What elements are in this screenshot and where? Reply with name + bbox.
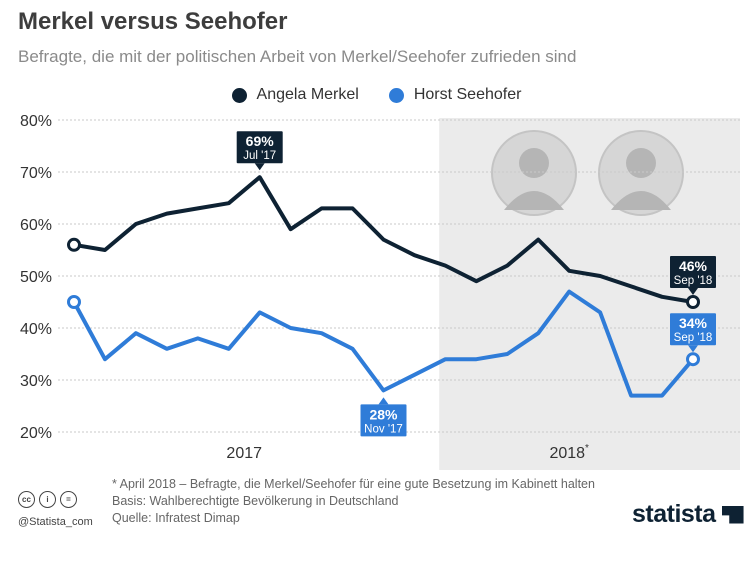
data-point <box>686 295 700 309</box>
portrait-body <box>504 191 564 210</box>
callout-box <box>670 256 716 288</box>
chart-title: Merkel versus Seehofer <box>18 8 288 35</box>
legend-dot-merkel-icon <box>231 87 247 103</box>
legend-label-seehofer: Horst Seehofer <box>413 86 522 103</box>
callout-date: Sep '18 <box>674 332 713 344</box>
cc-icon: cc <box>18 491 35 508</box>
statista-logo-text: statista <box>632 500 716 528</box>
callout-pointer <box>254 163 265 171</box>
callout-pointer <box>378 397 389 405</box>
y-tick-label: 50% <box>20 269 52 286</box>
statista-logo-mark-icon <box>721 505 744 524</box>
callout-sep18: 34%Sep '18 <box>670 313 716 353</box>
statista-logo[interactable]: statista <box>632 500 744 529</box>
callout-value: 46% <box>679 258 708 274</box>
seehofer-portrait-icon <box>598 130 684 216</box>
callout-box <box>236 131 283 164</box>
callout-box <box>670 313 716 346</box>
series-line-seehofer <box>72 289 695 398</box>
callout-value: 28% <box>369 406 398 422</box>
y-tick-label: 40% <box>20 321 52 338</box>
x-period-label: 2018* <box>549 443 589 462</box>
y-tick-label: 80% <box>20 113 52 130</box>
data-point <box>67 295 81 309</box>
statista-handle[interactable]: @Statista_com <box>18 516 93 528</box>
shaded-region-2018 <box>439 118 740 470</box>
callout-jul17: 69%Jul '17 <box>236 131 283 171</box>
data-point <box>686 352 700 367</box>
portrait-head <box>519 148 549 178</box>
x-period-label: 2017 <box>226 445 262 462</box>
portrait-body <box>611 191 671 210</box>
license-icons: cc i = <box>18 491 77 508</box>
y-tick-label: 30% <box>20 373 52 390</box>
line-chart: 80% 70% 60% 50% 40% 30% 20% 2017 2018* 69%Jul '17… <box>20 113 740 470</box>
nd-icon: = <box>60 491 77 508</box>
legend-item-merkel: Angela Merkel <box>231 86 359 104</box>
y-tick-label: 70% <box>20 165 52 182</box>
chart-subtitle: Befragte, die mit der politischen Arbeit… <box>18 47 577 66</box>
x-period-marker: * <box>585 443 589 454</box>
footnote: * April 2018 – Befragte, die Merkel/Seeh… <box>112 477 595 491</box>
callout-date: Jul '17 <box>243 150 276 162</box>
callout-box <box>360 404 407 437</box>
callout-value: 69% <box>246 133 275 149</box>
basis-note: Basis: Wahlberechtigte Bevölkerung in De… <box>112 494 399 508</box>
y-tick-label: 60% <box>20 217 52 234</box>
callout-date: Sep '18 <box>674 275 713 287</box>
callout-value: 34% <box>679 315 708 331</box>
portrait-head <box>626 148 656 178</box>
series-line-merkel <box>72 175 695 304</box>
callout-date: Nov '17 <box>364 423 403 435</box>
callout-nov17: 28%Nov '17 <box>360 397 407 437</box>
data-point <box>67 237 81 252</box>
callout-pointer <box>688 345 698 353</box>
by-icon: i <box>39 491 56 508</box>
legend-label-merkel: Angela Merkel <box>256 86 359 103</box>
merkel-portrait-icon <box>491 130 577 216</box>
legend-dot-seehofer-icon <box>388 87 404 103</box>
source-note: Quelle: Infratest Dimap <box>112 511 240 525</box>
y-tick-label: 20% <box>20 425 52 442</box>
callout-pointer <box>688 288 698 295</box>
callout-sep18: 46%Sep '18 <box>670 256 716 295</box>
legend: Angela Merkel Horst Seehofer <box>0 86 753 104</box>
legend-item-seehofer: Horst Seehofer <box>388 86 522 104</box>
footer-notes: * April 2018 – Befragte, die Merkel/Seeh… <box>112 476 595 527</box>
